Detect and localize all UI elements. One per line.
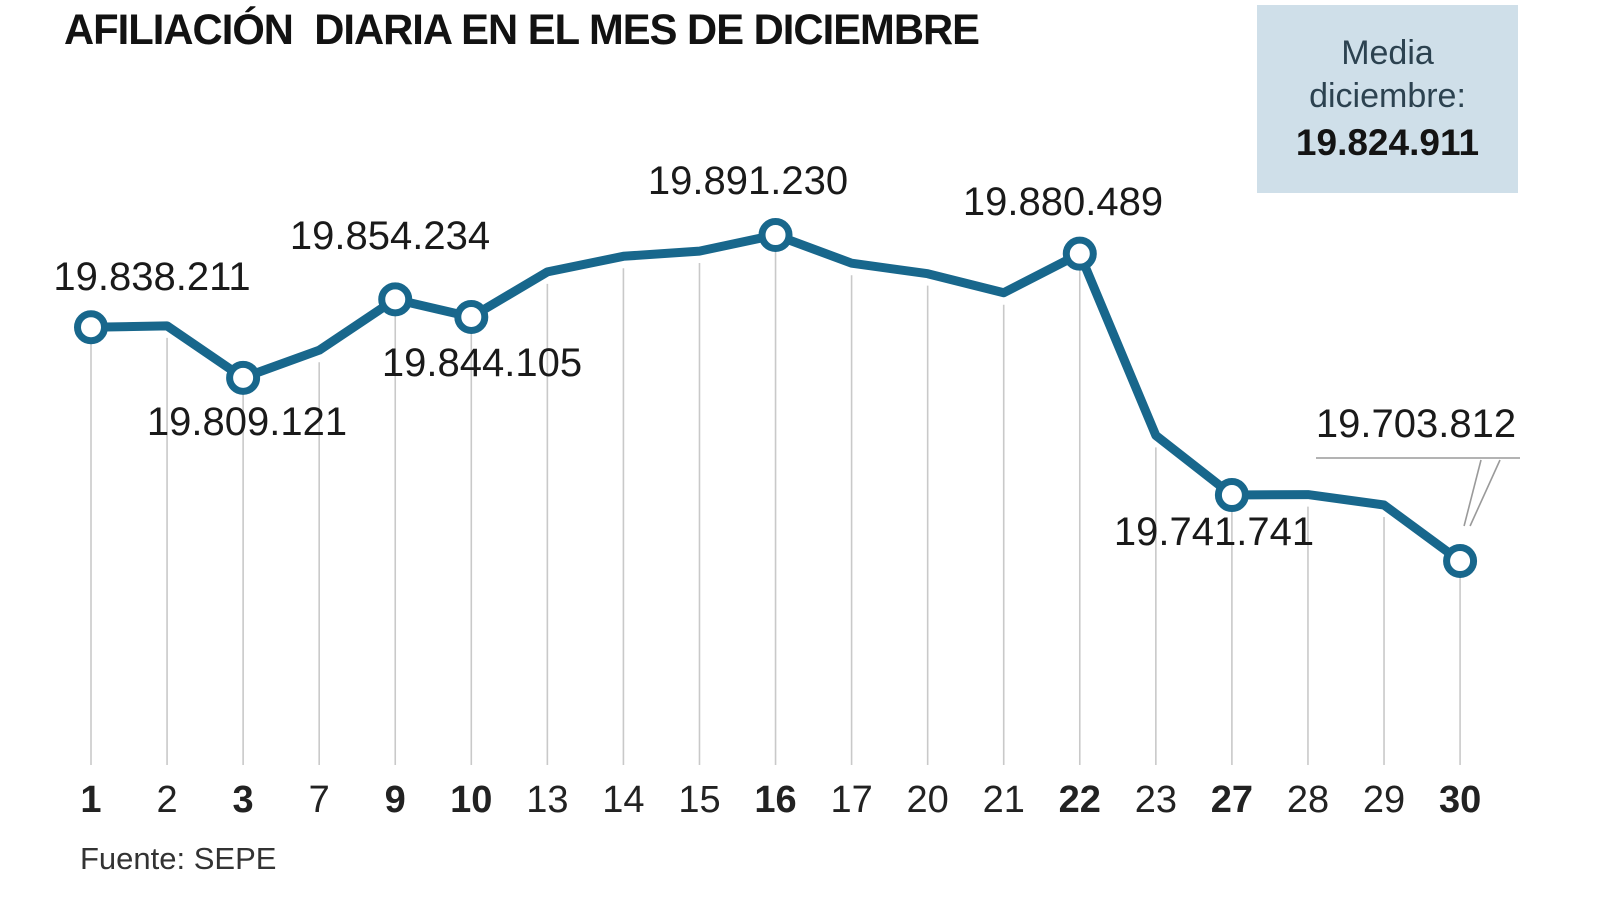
chart-title: AFILIACIÓN DIARIA EN EL MES DE DICIEMBRE [64,6,980,54]
x-axis-label-day-13: 13 [526,779,568,821]
data-point-marker-day-30 [1443,544,1478,578]
x-axis-label-day-20: 20 [907,779,949,821]
data-label-day-10: 19.844.105 [382,341,582,385]
data-point-marker-day-22 [1062,236,1097,271]
data-label-day-3: 19.809.121 [147,400,347,444]
data-label-day-9: 19.854.234 [290,214,490,258]
x-axis-label-day-21: 21 [983,779,1025,821]
data-point-marker-day-10 [454,299,489,334]
x-axis-label-day-16: 16 [754,779,796,821]
x-axis-label-day-1: 1 [80,779,101,821]
x-axis-label-day-2: 2 [156,779,177,821]
average-value: 19.824.911 [1295,122,1480,163]
x-axis-label-day-29: 29 [1363,779,1405,821]
data-point-marker-day-1 [74,310,108,345]
data-point-marker-day-3 [226,360,261,395]
x-axis-label-day-22: 22 [1059,779,1101,821]
callout-pointer-right [1469,459,1501,527]
data-point-marker-day-27 [1214,478,1249,513]
x-axis-label-day-15: 15 [678,779,720,821]
x-axis-label-day-28: 28 [1287,779,1329,821]
x-axis-label-day-17: 17 [830,779,872,821]
x-axis-label-day-27: 27 [1211,779,1253,821]
x-axis-label-day-10: 10 [450,779,492,821]
data-label-day-30: 19.703.812 [1316,402,1516,446]
average-label-line1: Media [1341,34,1434,72]
x-axis-label-day-3: 3 [233,779,254,821]
data-label-day-22: 19.880.489 [963,180,1163,224]
callout-pointer-left [1463,459,1482,527]
data-point-marker-day-9 [378,282,413,317]
data-label-day-16: 19.891.230 [648,159,848,203]
x-axis-label-day-23: 23 [1135,779,1177,821]
data-label-day-27: 19.741.741 [1114,510,1314,554]
x-axis-label-day-9: 9 [385,779,406,821]
source-credit: Fuente: SEPE [80,841,277,876]
x-axis-label-day-14: 14 [602,779,644,821]
x-axis-label-day-7: 7 [309,779,330,821]
x-axis-label-day-30: 30 [1439,779,1481,821]
data-label-day-1: 19.838.211 [53,255,250,299]
average-label-line2: diciembre: [1309,77,1466,115]
data-point-marker-day-16 [758,218,793,252]
december-average-badge: Media diciembre: 19.824.911 [1257,5,1518,193]
